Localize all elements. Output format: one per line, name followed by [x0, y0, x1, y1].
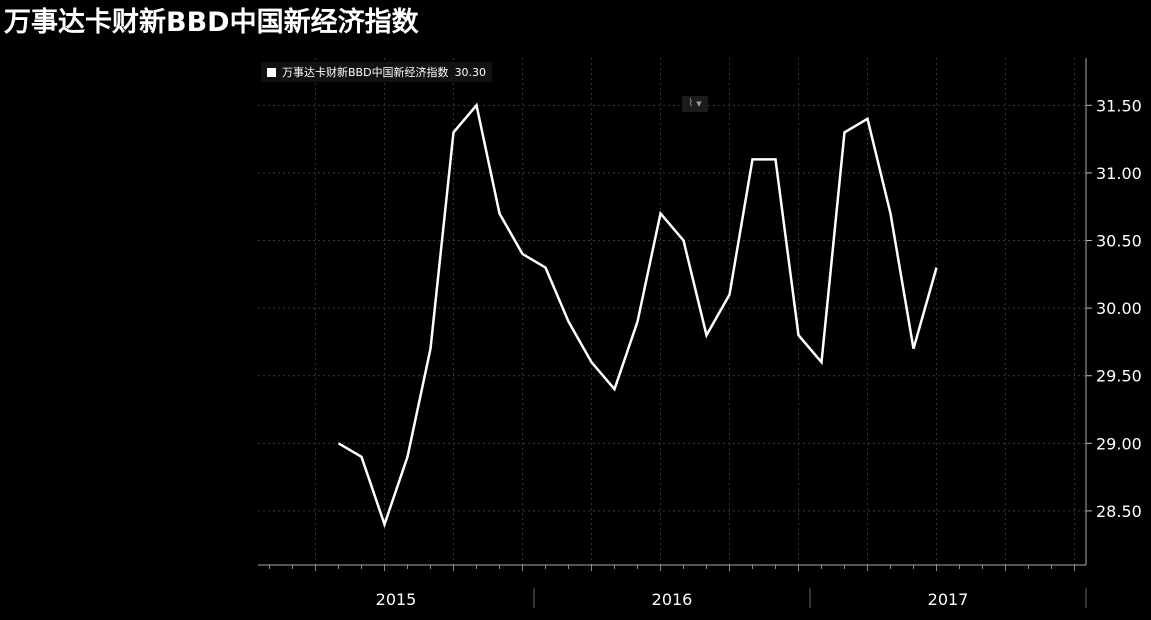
legend-last-value: 30.30: [454, 65, 487, 79]
y-tick-label: 31.00: [1096, 164, 1142, 183]
chart-type-button[interactable]: ⌇ ▼: [682, 96, 708, 112]
y-tick-label: 31.50: [1096, 96, 1142, 115]
chart-legend: 万事达卡财新BBD中国新经济指数 30.30: [261, 62, 493, 82]
series-line: [337, 102, 938, 529]
x-tick-label: 2016: [652, 590, 693, 609]
chart-title: 万事达卡财新BBD中国新经济指数: [4, 7, 419, 38]
chevron-down-icon: ▼: [696, 99, 702, 108]
y-tick-label: 30.00: [1096, 299, 1142, 318]
line-chart-icon: ⌇: [688, 98, 694, 109]
y-tick-label: 29.00: [1096, 434, 1142, 453]
y-tick-label: 30.50: [1096, 232, 1142, 251]
x-tick-label: 2017: [928, 590, 969, 609]
y-tick-label: 29.50: [1096, 367, 1142, 386]
legend-swatch: [267, 67, 276, 77]
x-tick-label: 2015: [376, 590, 417, 609]
legend-label: 万事达卡财新BBD中国新经济指数: [282, 66, 449, 79]
y-tick-label: 28.50: [1096, 502, 1142, 521]
